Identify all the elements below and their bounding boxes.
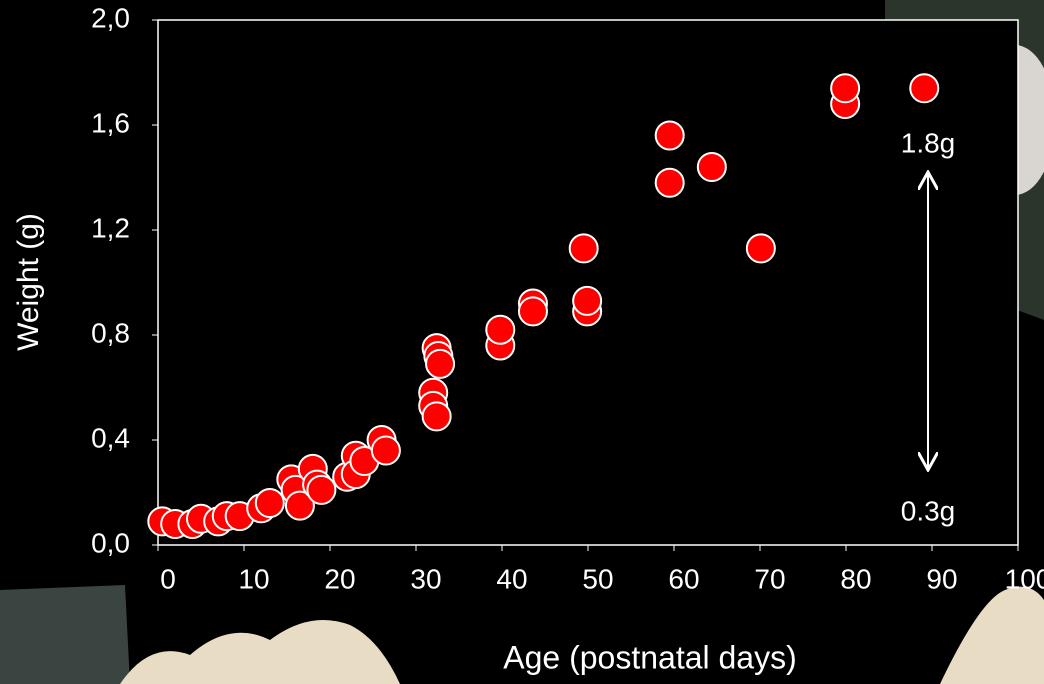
data-point (656, 169, 684, 197)
y-tick-label: 1,6 (91, 107, 130, 138)
x-tick-label: 40 (496, 563, 527, 594)
x-tick-label: 30 (410, 563, 441, 594)
x-axis-title: Age (postnatal days) (503, 639, 797, 675)
photo-brain (940, 587, 1044, 684)
data-point (519, 297, 547, 325)
data-point (256, 489, 284, 517)
data-point (573, 287, 601, 315)
x-tick-label: 70 (754, 563, 785, 594)
x-tick-label: 0 (160, 563, 176, 594)
y-tick-label: 0,0 (91, 527, 130, 558)
data-point (570, 234, 598, 262)
y-axis-title: Weight (g) (12, 213, 45, 351)
data-point (656, 122, 684, 150)
data-point (307, 476, 335, 504)
y-tick-label: 0,8 (91, 317, 130, 348)
x-tick-label: 50 (582, 563, 613, 594)
data-point (698, 153, 726, 181)
x-tick-label: 100 (1005, 563, 1044, 594)
y-tick-label: 0,4 (91, 422, 130, 453)
chart: Weight (g) Age (postnatal days) 1.8g 0.3… (0, 0, 1044, 684)
annotation: 1.8g (901, 127, 956, 158)
data-point (426, 350, 454, 378)
x-tick-label: 10 (238, 563, 269, 594)
photo-leaf (0, 585, 130, 684)
annotation: 0.3g (901, 495, 956, 526)
y-tick-label: 1,2 (91, 212, 130, 243)
y-tick-label: 2,0 (91, 2, 130, 33)
x-tick-label: 90 (926, 563, 957, 594)
data-point (423, 402, 451, 430)
data-point (910, 74, 938, 102)
data-point (486, 316, 514, 344)
data-point (747, 234, 775, 262)
x-tick-label: 80 (840, 563, 871, 594)
x-tick-label: 20 (324, 563, 355, 594)
data-point (831, 74, 859, 102)
data-point (372, 437, 400, 465)
photo-brains (120, 620, 400, 684)
x-tick-label: 60 (668, 563, 699, 594)
